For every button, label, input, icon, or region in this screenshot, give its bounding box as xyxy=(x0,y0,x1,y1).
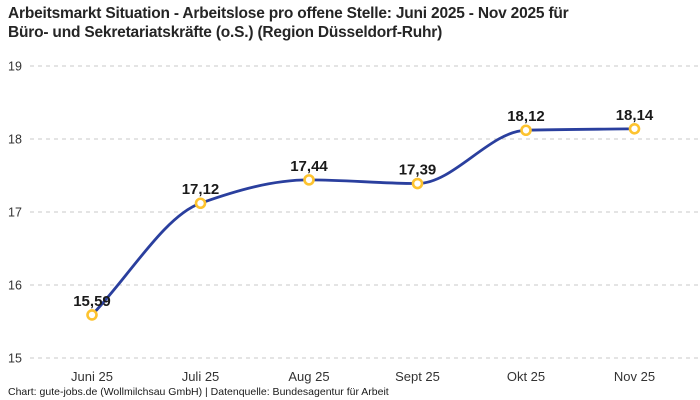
chart-title: Arbeitsmarkt Situation - Arbeitslose pro… xyxy=(8,5,569,41)
y-axis-tick-label: 18 xyxy=(8,133,22,147)
data-point-marker[interactable] xyxy=(628,122,641,135)
y-axis-tick-label: 19 xyxy=(8,60,22,74)
y-axis-tick-label: 17 xyxy=(8,206,22,220)
y-axis-tick-label: 16 xyxy=(8,279,22,293)
data-point-marker[interactable] xyxy=(86,309,98,321)
x-axis-tick-label: Sept 25 xyxy=(395,369,440,384)
x-axis-tick-label: Juli 25 xyxy=(182,369,220,384)
data-point-marker[interactable] xyxy=(520,124,532,137)
x-axis-tick-label: Okt 25 xyxy=(507,369,545,384)
data-point-value-label: 17,39 xyxy=(399,162,437,179)
y-axis-tick-label: 15 xyxy=(8,352,22,366)
data-point-value-label: 15,59 xyxy=(73,293,111,310)
data-point-value-label: 17,44 xyxy=(290,158,328,175)
data-point-marker[interactable] xyxy=(194,197,207,210)
data-point-value-label: 18,12 xyxy=(507,108,545,125)
data-point-value-label: 17,12 xyxy=(182,181,220,198)
x-axis-tick-label: Juni 25 xyxy=(71,369,113,384)
x-axis-tick-label: Aug 25 xyxy=(288,369,329,384)
chart-source-footer: Chart: gute-jobs.de (Wollmilchsau GmbH) … xyxy=(8,386,389,398)
data-point-marker[interactable] xyxy=(411,177,424,190)
data-series-line xyxy=(90,127,636,317)
data-point-marker[interactable] xyxy=(303,174,315,186)
data-point-value-label: 18,14 xyxy=(616,107,654,124)
x-axis-tick-label: Nov 25 xyxy=(614,369,655,384)
